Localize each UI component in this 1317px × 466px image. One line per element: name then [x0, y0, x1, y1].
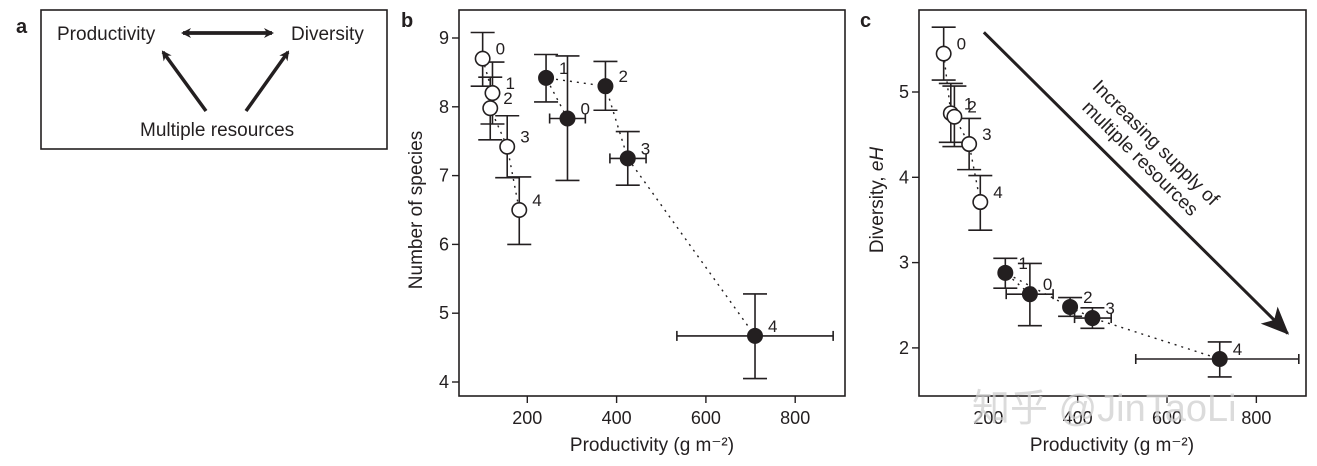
x-tick-label: 200 [973, 408, 1003, 428]
data-point-label: 3 [1105, 299, 1114, 318]
x-tick-label: 400 [602, 408, 632, 428]
data-point-filled [997, 264, 1014, 281]
data-point-filled [619, 150, 636, 167]
panel-c-frame [918, 9, 1307, 397]
data-point-label: 0 [496, 40, 505, 59]
data-point-filled [538, 69, 555, 86]
y-tick-label: 6 [439, 234, 449, 254]
panel-b-letter: b [401, 10, 413, 32]
data-point-filled [597, 78, 614, 95]
data-point-filled [747, 327, 764, 344]
data-point-label: 2 [503, 89, 512, 108]
data-point-label: 1 [1018, 254, 1027, 273]
data-point-filled [559, 110, 576, 127]
y-tick-label: 2 [899, 338, 909, 358]
data-point-open [482, 100, 499, 117]
annotation-text-line1: Increasing supply of [1088, 76, 1223, 210]
data-point-label: 0 [957, 35, 966, 54]
trend-line-open [942, 53, 981, 203]
data-point-label: 3 [520, 128, 529, 147]
y-tick-label: 7 [439, 166, 449, 186]
y-tick-label: 8 [439, 97, 449, 117]
x-tick-label: 600 [1152, 408, 1182, 428]
annotation-arrow [982, 31, 1290, 335]
panel-b-xlabel: Productivity (g m⁻²) [570, 435, 734, 456]
data-point-open [474, 50, 491, 67]
x-tick-label: 800 [1241, 408, 1271, 428]
panel-a-frame [40, 9, 388, 150]
arrow-resources-to-diversity [244, 50, 290, 113]
x-tick-label: 400 [1063, 408, 1093, 428]
x-tick-label: 200 [512, 408, 542, 428]
data-point-label: 4 [532, 191, 541, 210]
x-tick-label: 600 [691, 408, 721, 428]
data-point-open [972, 194, 989, 211]
node-diversity: Diversity [291, 24, 364, 45]
data-point-filled [1084, 310, 1101, 327]
panel-a-letter: a [16, 16, 28, 38]
data-point-open [511, 202, 528, 219]
node-multiple-resources: Multiple resources [140, 120, 294, 141]
data-point-open [484, 85, 501, 102]
panel-c-xlabel: Productivity (g m⁻²) [1030, 435, 1194, 456]
data-point-open [499, 138, 516, 155]
panel-c-ylabel-main: Diversity, [867, 171, 888, 253]
data-point-label: 3 [982, 125, 991, 144]
y-tick-label: 4 [439, 372, 449, 392]
panel-c-letter: c [860, 10, 871, 32]
watermark: 知乎 @JinTaoLi [972, 388, 1237, 430]
data-point-label: 1 [559, 59, 568, 78]
y-tick-label: 4 [899, 167, 909, 187]
data-point-filled [1062, 298, 1079, 315]
data-point-open [961, 136, 978, 153]
data-point-filled [1021, 286, 1038, 303]
data-point-label: 1 [505, 74, 514, 93]
data-point-open [935, 45, 952, 62]
y-tick-label: 5 [439, 303, 449, 323]
data-point-label: 3 [641, 139, 650, 158]
panel-c-ylabel: Diversity, eH [867, 147, 888, 254]
trend-line-filled [544, 77, 756, 337]
data-point-label: 2 [618, 67, 627, 86]
y-tick-label: 9 [439, 28, 449, 48]
y-tick-label: 3 [899, 253, 909, 273]
data-point-filled [1211, 350, 1228, 367]
panel-c-ylabel-italic: eH [867, 147, 888, 172]
data-point-label: 2 [1083, 288, 1092, 307]
data-point-label: 1 [964, 94, 973, 113]
panel-a: a Productivity Diversity Multiple resour… [16, 9, 388, 150]
data-point-label: 2 [967, 98, 976, 117]
y-tick-label: 5 [899, 82, 909, 102]
panel-b-frame [458, 9, 846, 397]
x-tick-label: 800 [780, 408, 810, 428]
data-point-label: 4 [993, 183, 1002, 202]
data-point-label: 0 [1043, 275, 1052, 294]
data-point-label: 4 [768, 317, 777, 336]
node-productivity: Productivity [57, 24, 156, 45]
data-point-label: 0 [580, 99, 589, 118]
arrow-resources-to-productivity [161, 50, 208, 113]
data-point-label: 4 [1233, 340, 1242, 359]
panel-b-ylabel: Number of species [406, 131, 427, 289]
data-point-open [946, 108, 963, 125]
